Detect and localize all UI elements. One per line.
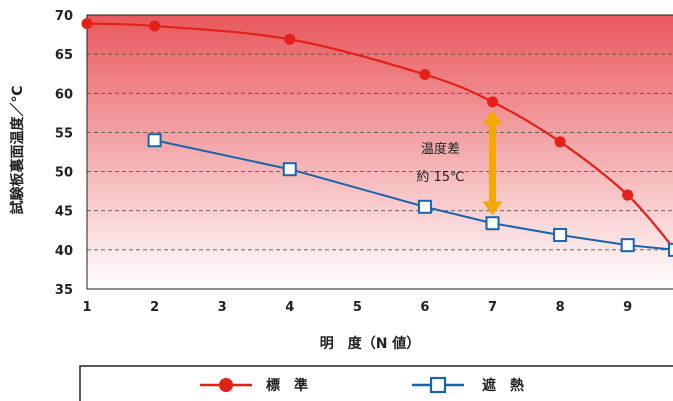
temperature-difference-annotation: 温度差 約 15℃: [416, 110, 503, 216]
x-tick-label: 1: [82, 300, 91, 315]
legend-label-heat-shield: 遮 熱: [482, 377, 524, 394]
y-axis-title: 試験板裏面温度／℃: [9, 85, 26, 214]
x-tick-label: 2: [150, 300, 159, 315]
series-layer: [81, 18, 673, 257]
x-axis-title: 明 度（N 値）: [320, 335, 421, 352]
legend-box: [79, 365, 673, 401]
legend-label-standard: 標 準: [266, 377, 308, 394]
annotation-label-line1: 温度差: [421, 141, 460, 157]
y-tick-label: 50: [55, 166, 73, 181]
data-point-heat-shield: [282, 162, 297, 177]
y-tick-label: 65: [55, 48, 73, 63]
double-arrow-icon: [482, 110, 503, 216]
x-tick-label: 4: [285, 300, 294, 315]
data-point-heat-shield: [147, 133, 162, 148]
y-tick-label: 45: [55, 205, 73, 220]
legend-marker-heat-shield: [429, 376, 447, 394]
data-point-heat-shield: [485, 216, 500, 231]
plot-frame: [86, 14, 673, 290]
plot-area: [87, 15, 673, 289]
y-tick-label: 70: [55, 9, 73, 24]
x-tick-label: 7: [488, 300, 497, 315]
legend: 標 準遮 熱: [200, 376, 524, 394]
y-tick-label: 55: [55, 126, 73, 141]
legend-marker-standard: [219, 378, 233, 392]
x-tick-label: 5: [353, 300, 362, 315]
data-point-heat-shield: [668, 242, 673, 257]
x-tick-label: 9: [623, 300, 632, 315]
data-point-standard: [284, 33, 296, 45]
data-point-standard: [554, 136, 566, 148]
data-point-standard: [487, 96, 499, 108]
data-point-heat-shield: [620, 238, 635, 253]
data-point-heat-shield: [553, 227, 568, 242]
y-tick-label: 35: [55, 283, 73, 298]
annotation-label-line2: 約 15℃: [416, 170, 464, 185]
y-tick-label: 60: [55, 87, 73, 102]
x-tick-label: 3: [218, 300, 227, 315]
x-tick-label: 8: [556, 300, 565, 315]
data-point-standard: [81, 18, 93, 30]
gridlines: [87, 53, 673, 251]
data-point-standard: [419, 68, 431, 80]
data-point-standard: [622, 189, 634, 201]
data-point-heat-shield: [417, 199, 432, 214]
data-point-standard: [149, 20, 161, 32]
x-tick-label: 6: [420, 300, 429, 315]
y-tick-label: 40: [55, 244, 73, 259]
series-line-standard: [86, 22, 673, 250]
